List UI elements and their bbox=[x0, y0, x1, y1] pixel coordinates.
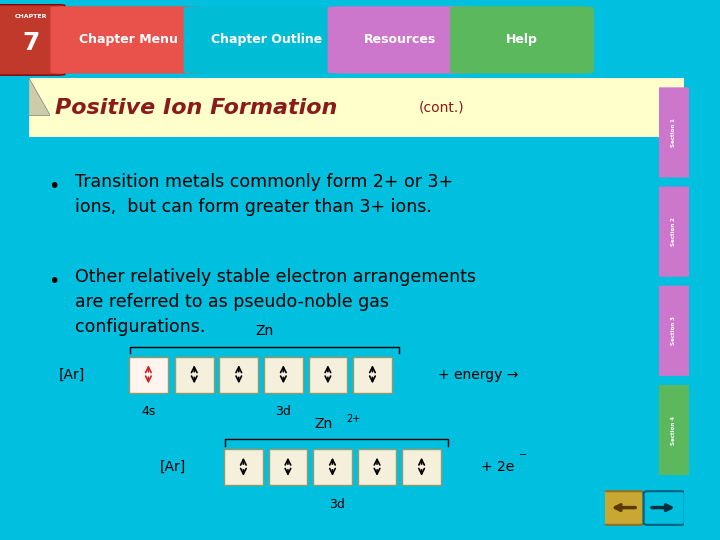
FancyBboxPatch shape bbox=[29, 78, 684, 137]
FancyBboxPatch shape bbox=[644, 491, 685, 525]
Text: Positive Ion Formation: Positive Ion Formation bbox=[55, 98, 338, 118]
Text: Resources: Resources bbox=[364, 32, 436, 46]
FancyBboxPatch shape bbox=[309, 357, 347, 393]
FancyBboxPatch shape bbox=[264, 357, 302, 393]
Text: 3d: 3d bbox=[276, 405, 292, 418]
FancyBboxPatch shape bbox=[659, 87, 689, 178]
Text: •: • bbox=[48, 272, 60, 291]
FancyBboxPatch shape bbox=[0, 5, 65, 75]
FancyBboxPatch shape bbox=[353, 357, 392, 393]
Text: 3d: 3d bbox=[329, 498, 345, 511]
FancyBboxPatch shape bbox=[175, 357, 214, 393]
FancyBboxPatch shape bbox=[603, 491, 644, 525]
Text: Chapter Outline: Chapter Outline bbox=[211, 32, 322, 46]
FancyBboxPatch shape bbox=[269, 449, 307, 485]
Text: Section 4: Section 4 bbox=[672, 415, 676, 444]
Text: Other relatively stable electron arrangements
are referred to as pseudo-noble ga: Other relatively stable electron arrange… bbox=[75, 268, 476, 336]
Text: Section 1: Section 1 bbox=[672, 118, 676, 147]
Text: + energy →: + energy → bbox=[438, 368, 518, 382]
FancyBboxPatch shape bbox=[129, 357, 168, 393]
Text: •: • bbox=[48, 178, 60, 197]
FancyBboxPatch shape bbox=[402, 449, 441, 485]
Text: [Ar]: [Ar] bbox=[160, 460, 186, 474]
Text: (cont.): (cont.) bbox=[418, 100, 464, 114]
Text: Zn: Zn bbox=[256, 323, 274, 338]
Text: [Ar]: [Ar] bbox=[58, 368, 84, 382]
Text: + 2e: + 2e bbox=[481, 460, 514, 474]
Text: Transition metals commonly form 2+ or 3+
ions,  but can form greater than 3+ ion: Transition metals commonly form 2+ or 3+… bbox=[75, 173, 453, 216]
Text: 2+: 2+ bbox=[346, 414, 360, 424]
FancyBboxPatch shape bbox=[50, 6, 205, 73]
FancyBboxPatch shape bbox=[659, 385, 689, 475]
Text: Help: Help bbox=[506, 32, 538, 46]
FancyBboxPatch shape bbox=[450, 6, 594, 73]
Text: 4s: 4s bbox=[141, 405, 156, 418]
FancyBboxPatch shape bbox=[224, 449, 263, 485]
Text: 7: 7 bbox=[22, 31, 40, 55]
FancyBboxPatch shape bbox=[358, 449, 397, 485]
FancyBboxPatch shape bbox=[184, 6, 349, 73]
FancyBboxPatch shape bbox=[220, 357, 258, 393]
FancyBboxPatch shape bbox=[328, 6, 472, 73]
Text: Chapter Menu: Chapter Menu bbox=[78, 32, 178, 46]
FancyBboxPatch shape bbox=[659, 186, 689, 276]
Text: Section 2: Section 2 bbox=[672, 217, 676, 246]
Text: Section 3: Section 3 bbox=[672, 316, 676, 345]
Text: −: − bbox=[519, 450, 527, 460]
Text: CHAPTER: CHAPTER bbox=[14, 14, 47, 19]
FancyBboxPatch shape bbox=[659, 286, 689, 376]
FancyBboxPatch shape bbox=[313, 449, 352, 485]
Text: Zn: Zn bbox=[315, 417, 333, 431]
Polygon shape bbox=[29, 78, 50, 116]
